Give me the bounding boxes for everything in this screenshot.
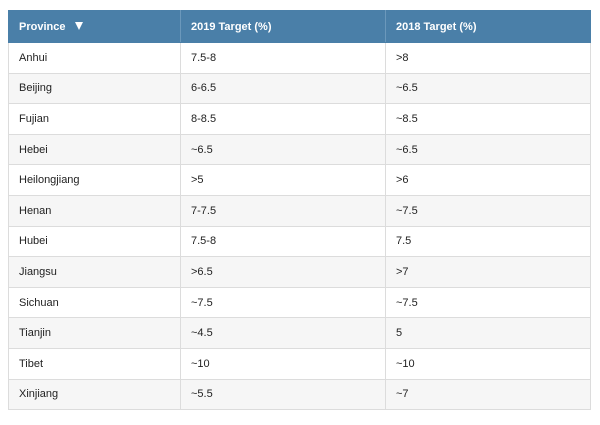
- header-province[interactable]: Province: [8, 10, 181, 43]
- cell-province: Tianjin: [8, 317, 181, 349]
- cell-province: Henan: [8, 194, 181, 227]
- cell-2018-target: 7.5: [385, 225, 591, 258]
- cell-2018-target: ~6.5: [385, 133, 591, 166]
- header-2018-label: 2018 Target (%): [396, 20, 477, 33]
- table-body: Anhui 7.5-8 >8 Beijing 6-6.5 ~6.5 Fujian 8-8.5 ~…: [8, 42, 591, 411]
- cell-2018-target: ~7.5: [385, 194, 591, 227]
- cell-2019-target: ~6.5: [180, 133, 386, 166]
- province-targets-table: Province 2019 Target (%) 2018 Target (%)…: [8, 10, 591, 411]
- cell-province: Hebei: [8, 133, 181, 166]
- cell-2019-target: 6-6.5: [180, 72, 386, 105]
- cell-2018-target: ~7.5: [385, 286, 591, 319]
- cell-2019-target: 7.5-8: [180, 225, 386, 258]
- header-row: Province 2019 Target (%) 2018 Target (%): [8, 10, 591, 43]
- header-2018-target[interactable]: 2018 Target (%): [385, 10, 591, 43]
- table-header: Province 2019 Target (%) 2018 Target (%): [8, 10, 591, 43]
- cell-2019-target: ~4.5: [180, 317, 386, 349]
- header-province-label: Province: [19, 20, 66, 33]
- cell-2018-target: ~6.5: [385, 72, 591, 105]
- cell-2019-target: ~10: [180, 347, 386, 380]
- cell-province: Sichuan: [8, 286, 181, 319]
- cell-2018-target: >7: [385, 256, 591, 288]
- cell-province: Fujian: [8, 103, 181, 135]
- cell-province: Jiangsu: [8, 256, 181, 288]
- header-2019-target[interactable]: 2019 Target (%): [180, 10, 386, 43]
- table-row: Xinjiang ~5.5 ~7: [8, 378, 591, 411]
- table-row: Fujian 8-8.5 ~8.5: [8, 103, 591, 135]
- cell-2019-target: ~7.5: [180, 286, 386, 319]
- cell-2019-target: 8-8.5: [180, 103, 386, 135]
- cell-2018-target: >8: [385, 42, 591, 74]
- cell-2019-target: ~5.5: [180, 378, 386, 411]
- cell-2018-target: ~7: [385, 378, 591, 411]
- table-row: Sichuan ~7.5 ~7.5: [8, 286, 591, 319]
- cell-province: Tibet: [8, 347, 181, 380]
- sort-down-icon[interactable]: [75, 21, 84, 30]
- cell-province: Anhui: [8, 42, 181, 74]
- cell-2019-target: >5: [180, 164, 386, 196]
- header-2019-label: 2019 Target (%): [191, 20, 272, 33]
- cell-province: Xinjiang: [8, 378, 181, 411]
- cell-province: Hubei: [8, 225, 181, 258]
- table-row: Heilongjiang >5 >6: [8, 164, 591, 196]
- table-row: Hubei 7.5-8 7.5: [8, 225, 591, 258]
- cell-2018-target: ~10: [385, 347, 591, 380]
- table-row: Beijing 6-6.5 ~6.5: [8, 72, 591, 105]
- cell-province: Beijing: [8, 72, 181, 105]
- table-row: Anhui 7.5-8 >8: [8, 42, 591, 74]
- table-row: Hebei ~6.5 ~6.5: [8, 133, 591, 166]
- cell-province: Heilongjiang: [8, 164, 181, 196]
- cell-2019-target: 7.5-8: [180, 42, 386, 74]
- cell-2018-target: 5: [385, 317, 591, 349]
- table-row: Jiangsu >6.5 >7: [8, 256, 591, 288]
- cell-2018-target: >6: [385, 164, 591, 196]
- table-row: Tibet ~10 ~10: [8, 347, 591, 380]
- cell-2019-target: 7-7.5: [180, 194, 386, 227]
- cell-2018-target: ~8.5: [385, 103, 591, 135]
- table-row: Henan 7-7.5 ~7.5: [8, 194, 591, 227]
- table-row: Tianjin ~4.5 5: [8, 317, 591, 349]
- data-table-container: Province 2019 Target (%) 2018 Target (%)…: [8, 10, 591, 411]
- cell-2019-target: >6.5: [180, 256, 386, 288]
